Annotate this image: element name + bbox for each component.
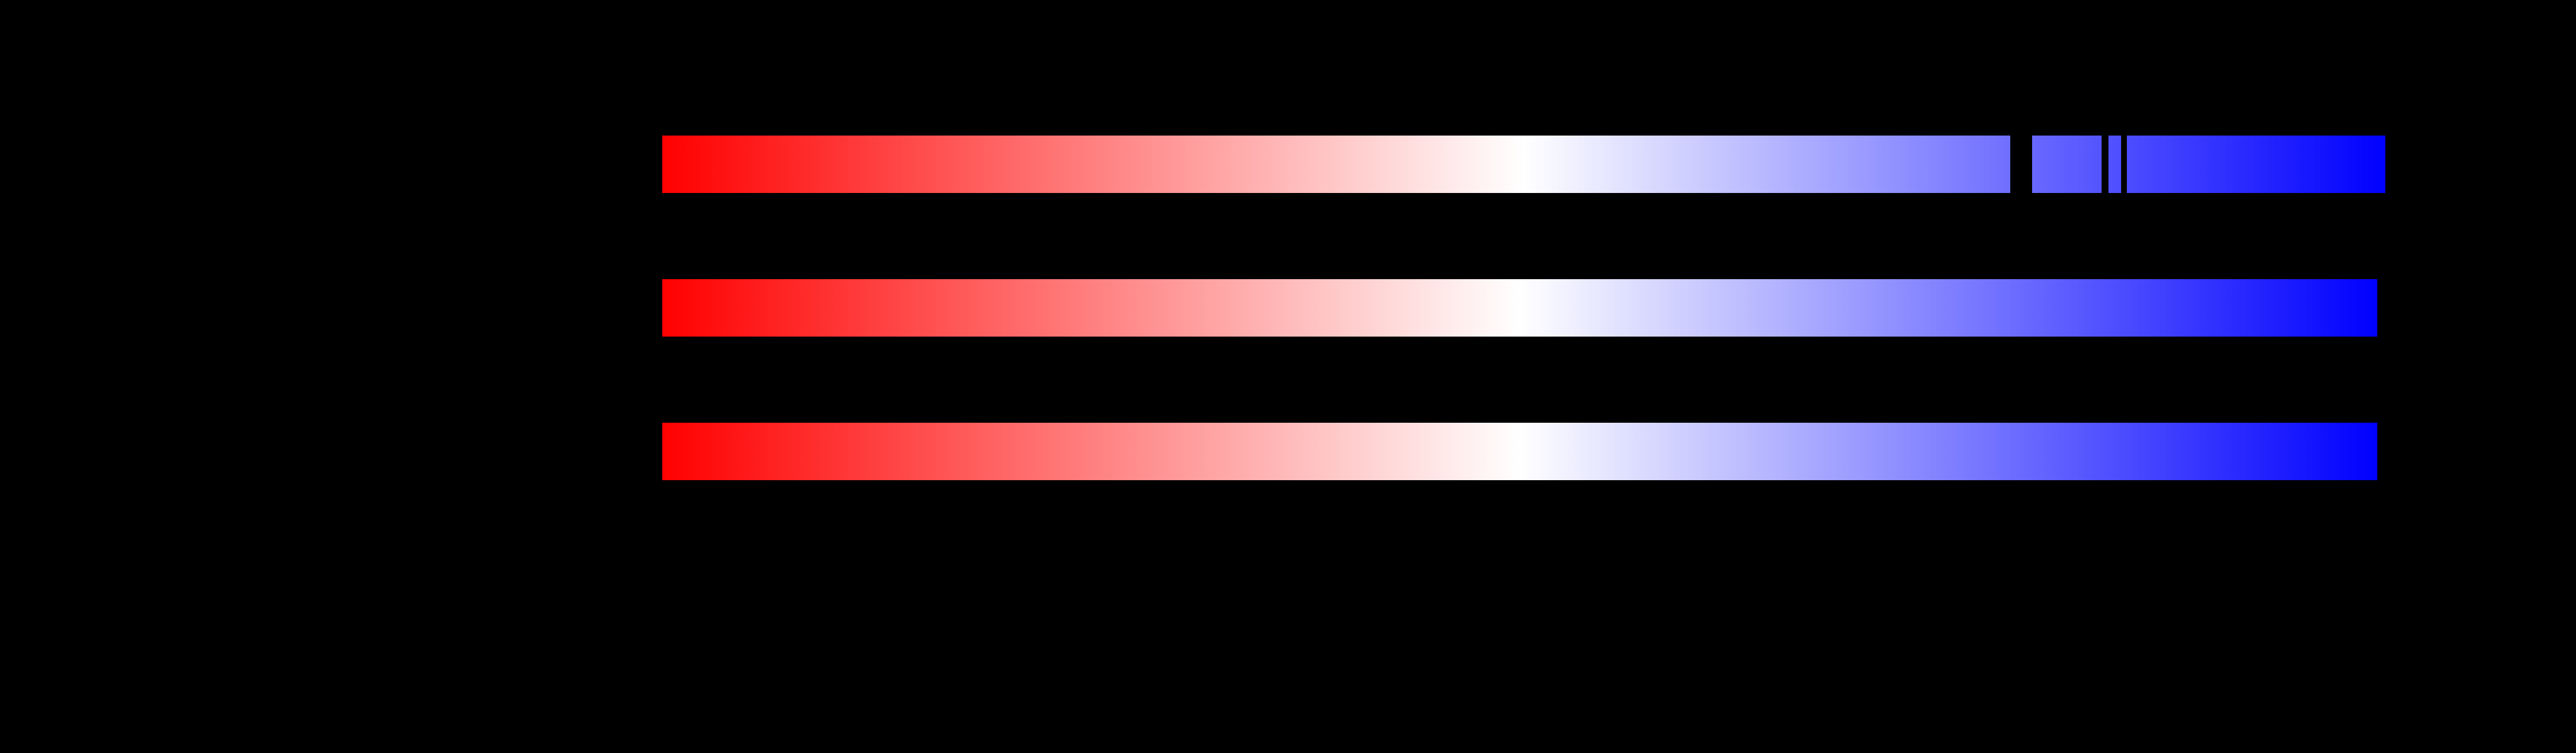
strip-2-gradient-colorbar bbox=[662, 279, 2377, 337]
strip-1-gap-marker bbox=[2010, 136, 2032, 193]
strip-1-gap-marker bbox=[2121, 136, 2127, 193]
strip-1-gap-marker bbox=[2102, 136, 2108, 193]
strip-3-gradient-colorbar bbox=[662, 423, 2377, 480]
strip-1-gradient-colorbar bbox=[662, 136, 2385, 193]
